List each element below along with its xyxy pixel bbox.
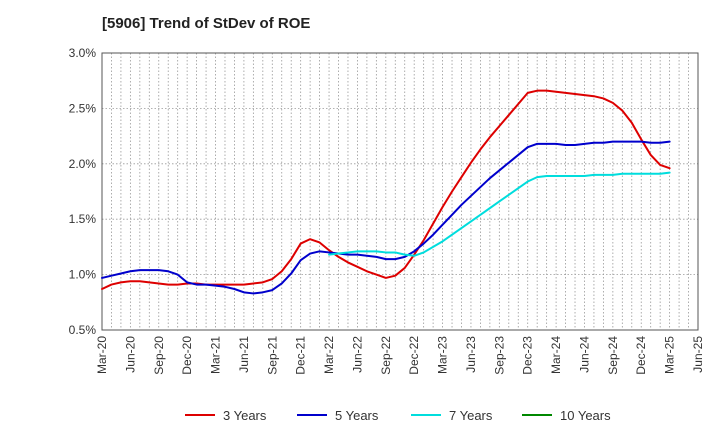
legend-label-7-years: 7 Years: [449, 408, 493, 423]
x-tick-label: Jun-24: [577, 336, 591, 373]
x-tick-label: Sep-20: [152, 336, 166, 375]
y-tick-label: 0.5%: [69, 323, 97, 337]
x-tick-label: Mar-25: [663, 336, 677, 374]
plot-border: [101, 52, 699, 331]
x-tick-label: Jun-20: [123, 336, 137, 373]
y-tick-label: 1.0%: [69, 268, 97, 282]
plot-frame: [101, 52, 699, 331]
x-tick-label: Jun-25: [691, 336, 705, 373]
y-tick-label: 2.0%: [69, 157, 97, 171]
x-axis: Mar-20 Jun-20 Sep-20 Dec-20 Mar-21 Jun-21 Sep-…: [95, 336, 705, 375]
y-tick-label: 1.5%: [69, 212, 97, 226]
legend-label-5-years: 5 Years: [335, 408, 379, 423]
grid: [102, 53, 698, 330]
x-tick-label: Dec-24: [634, 336, 648, 375]
x-tick-label: Jun-21: [237, 336, 251, 373]
x-tick-label: Mar-23: [436, 336, 450, 374]
x-tick-label: Sep-21: [265, 336, 279, 375]
series-line-7-years: [328, 171, 671, 257]
x-tick-label: Mar-20: [95, 336, 109, 374]
x-tick-label: Sep-22: [379, 336, 393, 375]
x-tick-label: Jun-23: [464, 336, 478, 373]
series-line-3-years: [101, 89, 671, 290]
legend: 3 Years 5 Years 7 Years 10 Years: [185, 408, 611, 423]
x-tick-label: Dec-23: [521, 336, 535, 375]
x-tick-label: Dec-20: [180, 336, 194, 375]
x-tick-label: Mar-21: [209, 336, 223, 374]
legend-label-10-years: 10 Years: [560, 408, 611, 423]
x-tick-label: Dec-21: [294, 336, 308, 375]
y-tick-label: 3.0%: [69, 46, 97, 60]
chart-title: [5906] Trend of StDev of ROE: [102, 15, 310, 32]
x-tick-label: Mar-24: [549, 336, 563, 374]
legend-label-3-years: 3 Years: [223, 408, 267, 423]
y-axis: 0.5% 1.0% 1.5% 2.0% 2.5% 3.0%: [69, 46, 97, 337]
x-tick-label: Mar-22: [322, 336, 336, 374]
x-tick-label: Sep-24: [606, 336, 620, 375]
x-tick-label: Dec-22: [407, 336, 421, 375]
x-tick-label: Jun-22: [350, 336, 364, 373]
series-line-5-years: [101, 140, 671, 295]
series-lines: [101, 89, 671, 295]
y-tick-label: 2.5%: [69, 101, 97, 115]
x-tick-label: Sep-23: [492, 336, 506, 375]
